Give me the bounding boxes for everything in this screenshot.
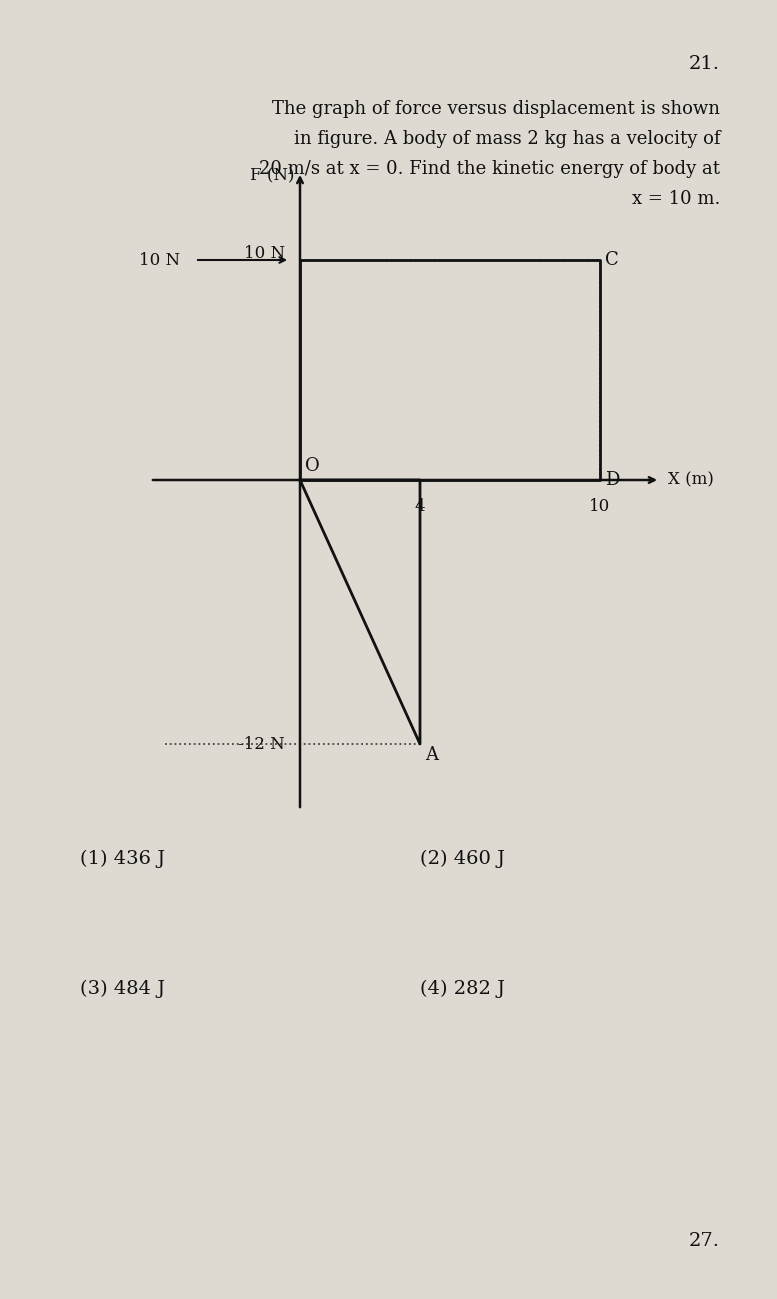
Text: x = 10 m.: x = 10 m. <box>632 190 720 208</box>
Text: (1) 436 J: (1) 436 J <box>80 850 166 868</box>
Text: 10 N: 10 N <box>244 246 285 262</box>
Text: 27.: 27. <box>689 1231 720 1250</box>
Text: (4) 282 J: (4) 282 J <box>420 979 505 998</box>
Text: 21.: 21. <box>689 55 720 73</box>
Text: (3) 484 J: (3) 484 J <box>80 979 166 998</box>
Text: in figure. A body of mass 2 kg has a velocity of: in figure. A body of mass 2 kg has a vel… <box>294 130 720 148</box>
Text: O: O <box>305 457 320 475</box>
Text: X (m): X (m) <box>668 472 714 488</box>
Text: 4: 4 <box>415 498 425 514</box>
Text: C: C <box>605 251 618 269</box>
Text: (2) 460 J: (2) 460 J <box>420 850 505 868</box>
Text: The graph of force versus displacement is shown: The graph of force versus displacement i… <box>272 100 720 118</box>
Text: A: A <box>425 746 438 764</box>
Text: F (N): F (N) <box>250 168 295 184</box>
Text: D: D <box>605 472 619 488</box>
Text: 10: 10 <box>590 498 611 514</box>
Text: 10 N: 10 N <box>139 252 180 269</box>
Text: -12 N: -12 N <box>239 735 285 752</box>
Text: 20 m/s at x = 0. Find the kinetic energy of body at: 20 m/s at x = 0. Find the kinetic energy… <box>259 160 720 178</box>
